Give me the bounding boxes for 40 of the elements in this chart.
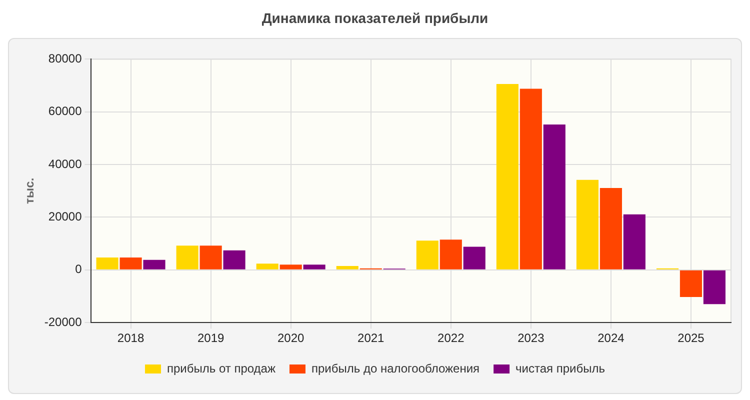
x-tick-label: 2020 xyxy=(277,331,305,346)
bar xyxy=(440,240,462,270)
bar xyxy=(96,258,118,270)
y-tick-label: 0 xyxy=(75,262,82,276)
y-tick-label: 60000 xyxy=(48,104,82,118)
bar xyxy=(280,264,302,270)
bar xyxy=(303,264,326,270)
legend-label: прибыль от продаж xyxy=(166,361,276,376)
bar xyxy=(600,188,622,270)
bar xyxy=(176,246,198,270)
y-tick-label: -20000 xyxy=(44,314,82,329)
x-tick-label: 2021 xyxy=(358,331,385,346)
bar xyxy=(543,124,566,270)
x-tick-label: 2023 xyxy=(518,331,545,346)
y-tick-label: 80000 xyxy=(48,52,82,66)
bar xyxy=(416,240,438,270)
bar xyxy=(143,260,166,270)
y-tick-label: 40000 xyxy=(48,156,82,171)
x-tick-label: 2025 xyxy=(678,331,705,346)
bar xyxy=(336,266,358,270)
y-tick-label: 20000 xyxy=(48,210,82,224)
bar xyxy=(496,84,518,270)
bar xyxy=(200,246,222,270)
x-tick-label: 2019 xyxy=(197,331,224,346)
legend-label: прибыль до налогообложения xyxy=(311,361,480,376)
chart-title: Динамика показателей прибыли xyxy=(260,10,490,26)
x-tick-label: 2022 xyxy=(438,331,465,346)
legend-label: чистая прибыль xyxy=(516,361,606,376)
x-tick-label: 2018 xyxy=(117,331,144,346)
bar xyxy=(463,246,486,270)
bar xyxy=(703,270,726,304)
bar xyxy=(223,250,246,270)
y-axis-title: тыс. xyxy=(22,178,37,204)
bar xyxy=(680,270,702,298)
bar xyxy=(256,264,278,270)
bar xyxy=(520,88,542,270)
x-tick-label: 2024 xyxy=(598,331,625,346)
bar xyxy=(576,180,599,270)
bar xyxy=(120,258,142,270)
bar xyxy=(623,214,646,270)
